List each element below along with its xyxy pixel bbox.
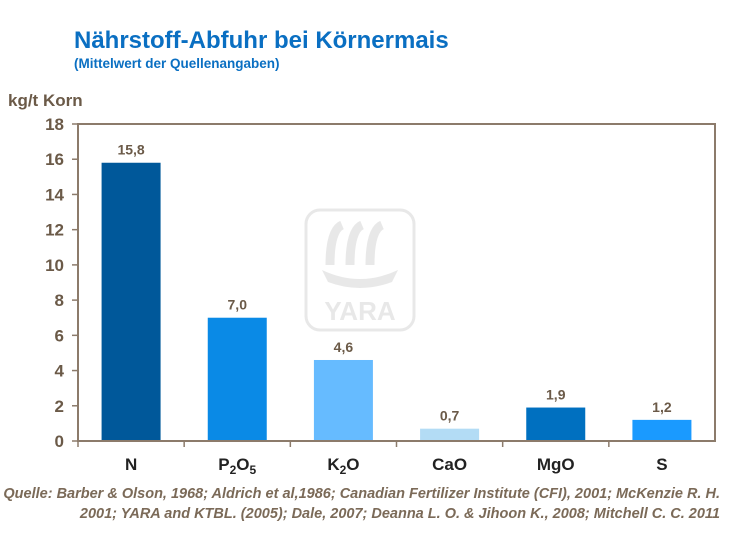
- plot-frame: [77, 123, 716, 442]
- chart-title: Nährstoff-Abfuhr bei Körnermais: [74, 27, 449, 54]
- data-label: 15,8: [117, 142, 144, 158]
- x-tick-label: N: [125, 455, 137, 474]
- data-label: 1,2: [652, 399, 672, 415]
- y-tick-label: 14: [45, 185, 64, 204]
- bar-chart: YARA kg/t Korn 0 2 4 6 8 10 12 14 16 18 15,8 7,0 4,…: [8, 91, 716, 477]
- bar: [526, 407, 586, 441]
- bar: [101, 162, 161, 441]
- bar: [313, 359, 373, 441]
- x-tick-label: CaO: [432, 455, 467, 474]
- y-tick-label: 4: [55, 362, 65, 381]
- y-tick-label: 0: [55, 432, 64, 451]
- x-tick-label: P2O5: [218, 455, 256, 477]
- y-axis-label: kg/t Korn: [8, 91, 83, 110]
- y-tick-label: 2: [55, 397, 64, 416]
- y-tick-label: 8: [55, 291, 64, 310]
- x-tick-label: S: [656, 455, 667, 474]
- x-tick-label: MgO: [537, 455, 575, 474]
- x-tick-label: K2O: [327, 455, 359, 477]
- source-note: Quelle: Barber & Olson, 1968; Aldrich et…: [3, 486, 720, 522]
- yara-logo-watermark: YARA: [304, 208, 416, 332]
- data-label: 7,0: [228, 297, 248, 313]
- svg-text:YARA: YARA: [324, 296, 396, 326]
- bar: [207, 317, 267, 441]
- data-label: 1,9: [546, 387, 566, 403]
- y-tick-label: 16: [45, 150, 64, 169]
- bar: [632, 419, 692, 441]
- y-tick-label: 6: [55, 326, 64, 345]
- y-tick-label: 18: [45, 115, 64, 134]
- y-tick-label: 10: [45, 256, 64, 275]
- bar: [420, 428, 480, 441]
- y-tick-label: 12: [45, 221, 64, 240]
- data-label: 0,7: [440, 408, 460, 424]
- chart-subtitle: (Mittelwert der Quellenangaben): [74, 56, 280, 71]
- data-label: 4,6: [334, 339, 354, 355]
